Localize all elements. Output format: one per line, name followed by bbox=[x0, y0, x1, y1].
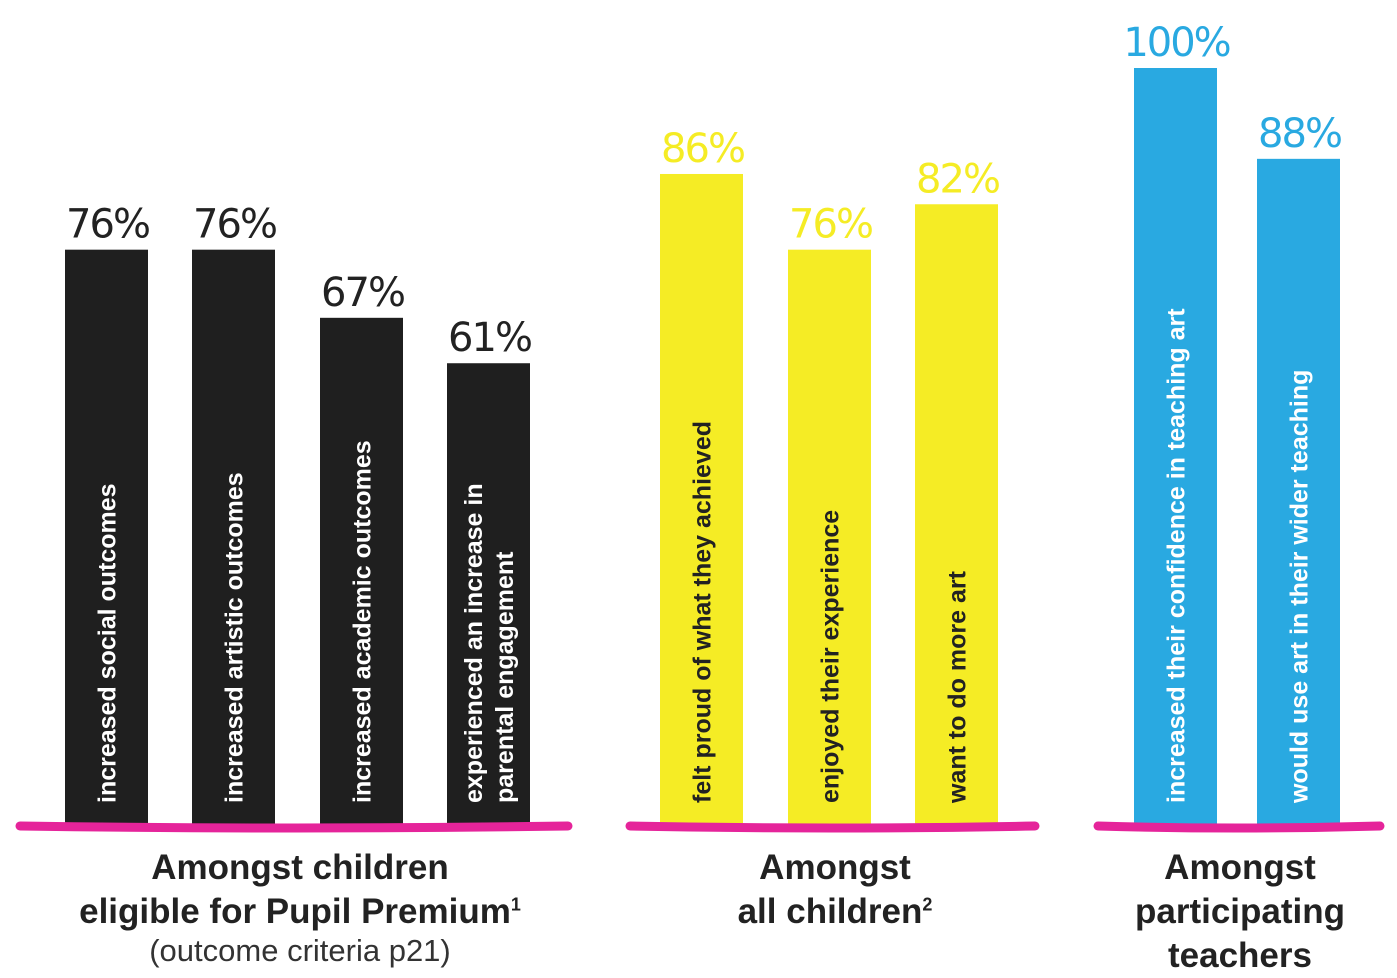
group-label-pupil-premium: Amongst children eligible for Pupil Prem… bbox=[40, 846, 560, 968]
value-label: 61% bbox=[448, 315, 531, 361]
category-label: felt proud of what they achieved bbox=[689, 421, 717, 803]
footnote-mark: 2 bbox=[922, 894, 933, 915]
bar bbox=[320, 317, 403, 825]
bar bbox=[447, 363, 530, 825]
group-label-line: teachers bbox=[1168, 936, 1312, 975]
baseline bbox=[625, 821, 1040, 833]
value-label: 88% bbox=[1258, 111, 1341, 157]
value-label: 100% bbox=[1123, 20, 1229, 66]
bar bbox=[192, 249, 275, 825]
value-label: 76% bbox=[789, 202, 872, 248]
category-label: want to do more art bbox=[944, 570, 972, 804]
bar bbox=[1134, 68, 1217, 825]
value-label: 82% bbox=[916, 156, 999, 202]
category-label: increased academic outcomes bbox=[349, 440, 377, 803]
bar bbox=[915, 204, 998, 825]
category-label: enjoyed their experience bbox=[817, 510, 845, 803]
group-label-line: Amongst bbox=[759, 848, 911, 887]
value-label: 76% bbox=[193, 202, 276, 248]
group-label-line: eligible for Pupil Premium1 bbox=[79, 892, 521, 931]
value-label: 67% bbox=[321, 270, 404, 316]
category-label: parental engagement bbox=[491, 551, 519, 803]
category-label: increased artistic outcomes bbox=[221, 472, 249, 803]
group-label-line: Amongst bbox=[1164, 848, 1316, 887]
value-label: 86% bbox=[661, 126, 744, 172]
group-label-line: Amongst children bbox=[151, 848, 449, 887]
baseline bbox=[15, 821, 573, 833]
group-label-line: all children2 bbox=[737, 892, 933, 931]
group-label-teachers: Amongst participating teachers bbox=[1100, 846, 1380, 978]
category-label: experienced an increase in bbox=[460, 483, 488, 803]
bar bbox=[788, 249, 871, 825]
category-label: would use art in their wider teaching bbox=[1286, 370, 1314, 804]
group-label-line: participating bbox=[1134, 892, 1346, 931]
bar bbox=[1257, 158, 1340, 826]
category-label: increased their confidence in teaching a… bbox=[1163, 308, 1191, 803]
footnote-mark: 1 bbox=[510, 894, 521, 915]
bar bbox=[65, 249, 148, 825]
bar bbox=[660, 173, 743, 826]
value-label: 76% bbox=[66, 202, 149, 248]
baseline bbox=[1093, 821, 1385, 833]
category-label: increased social outcomes bbox=[94, 483, 122, 803]
group-label-all-children: Amongst all children2 bbox=[640, 846, 1030, 934]
group-note: (outcome criteria p21) bbox=[149, 933, 451, 968]
